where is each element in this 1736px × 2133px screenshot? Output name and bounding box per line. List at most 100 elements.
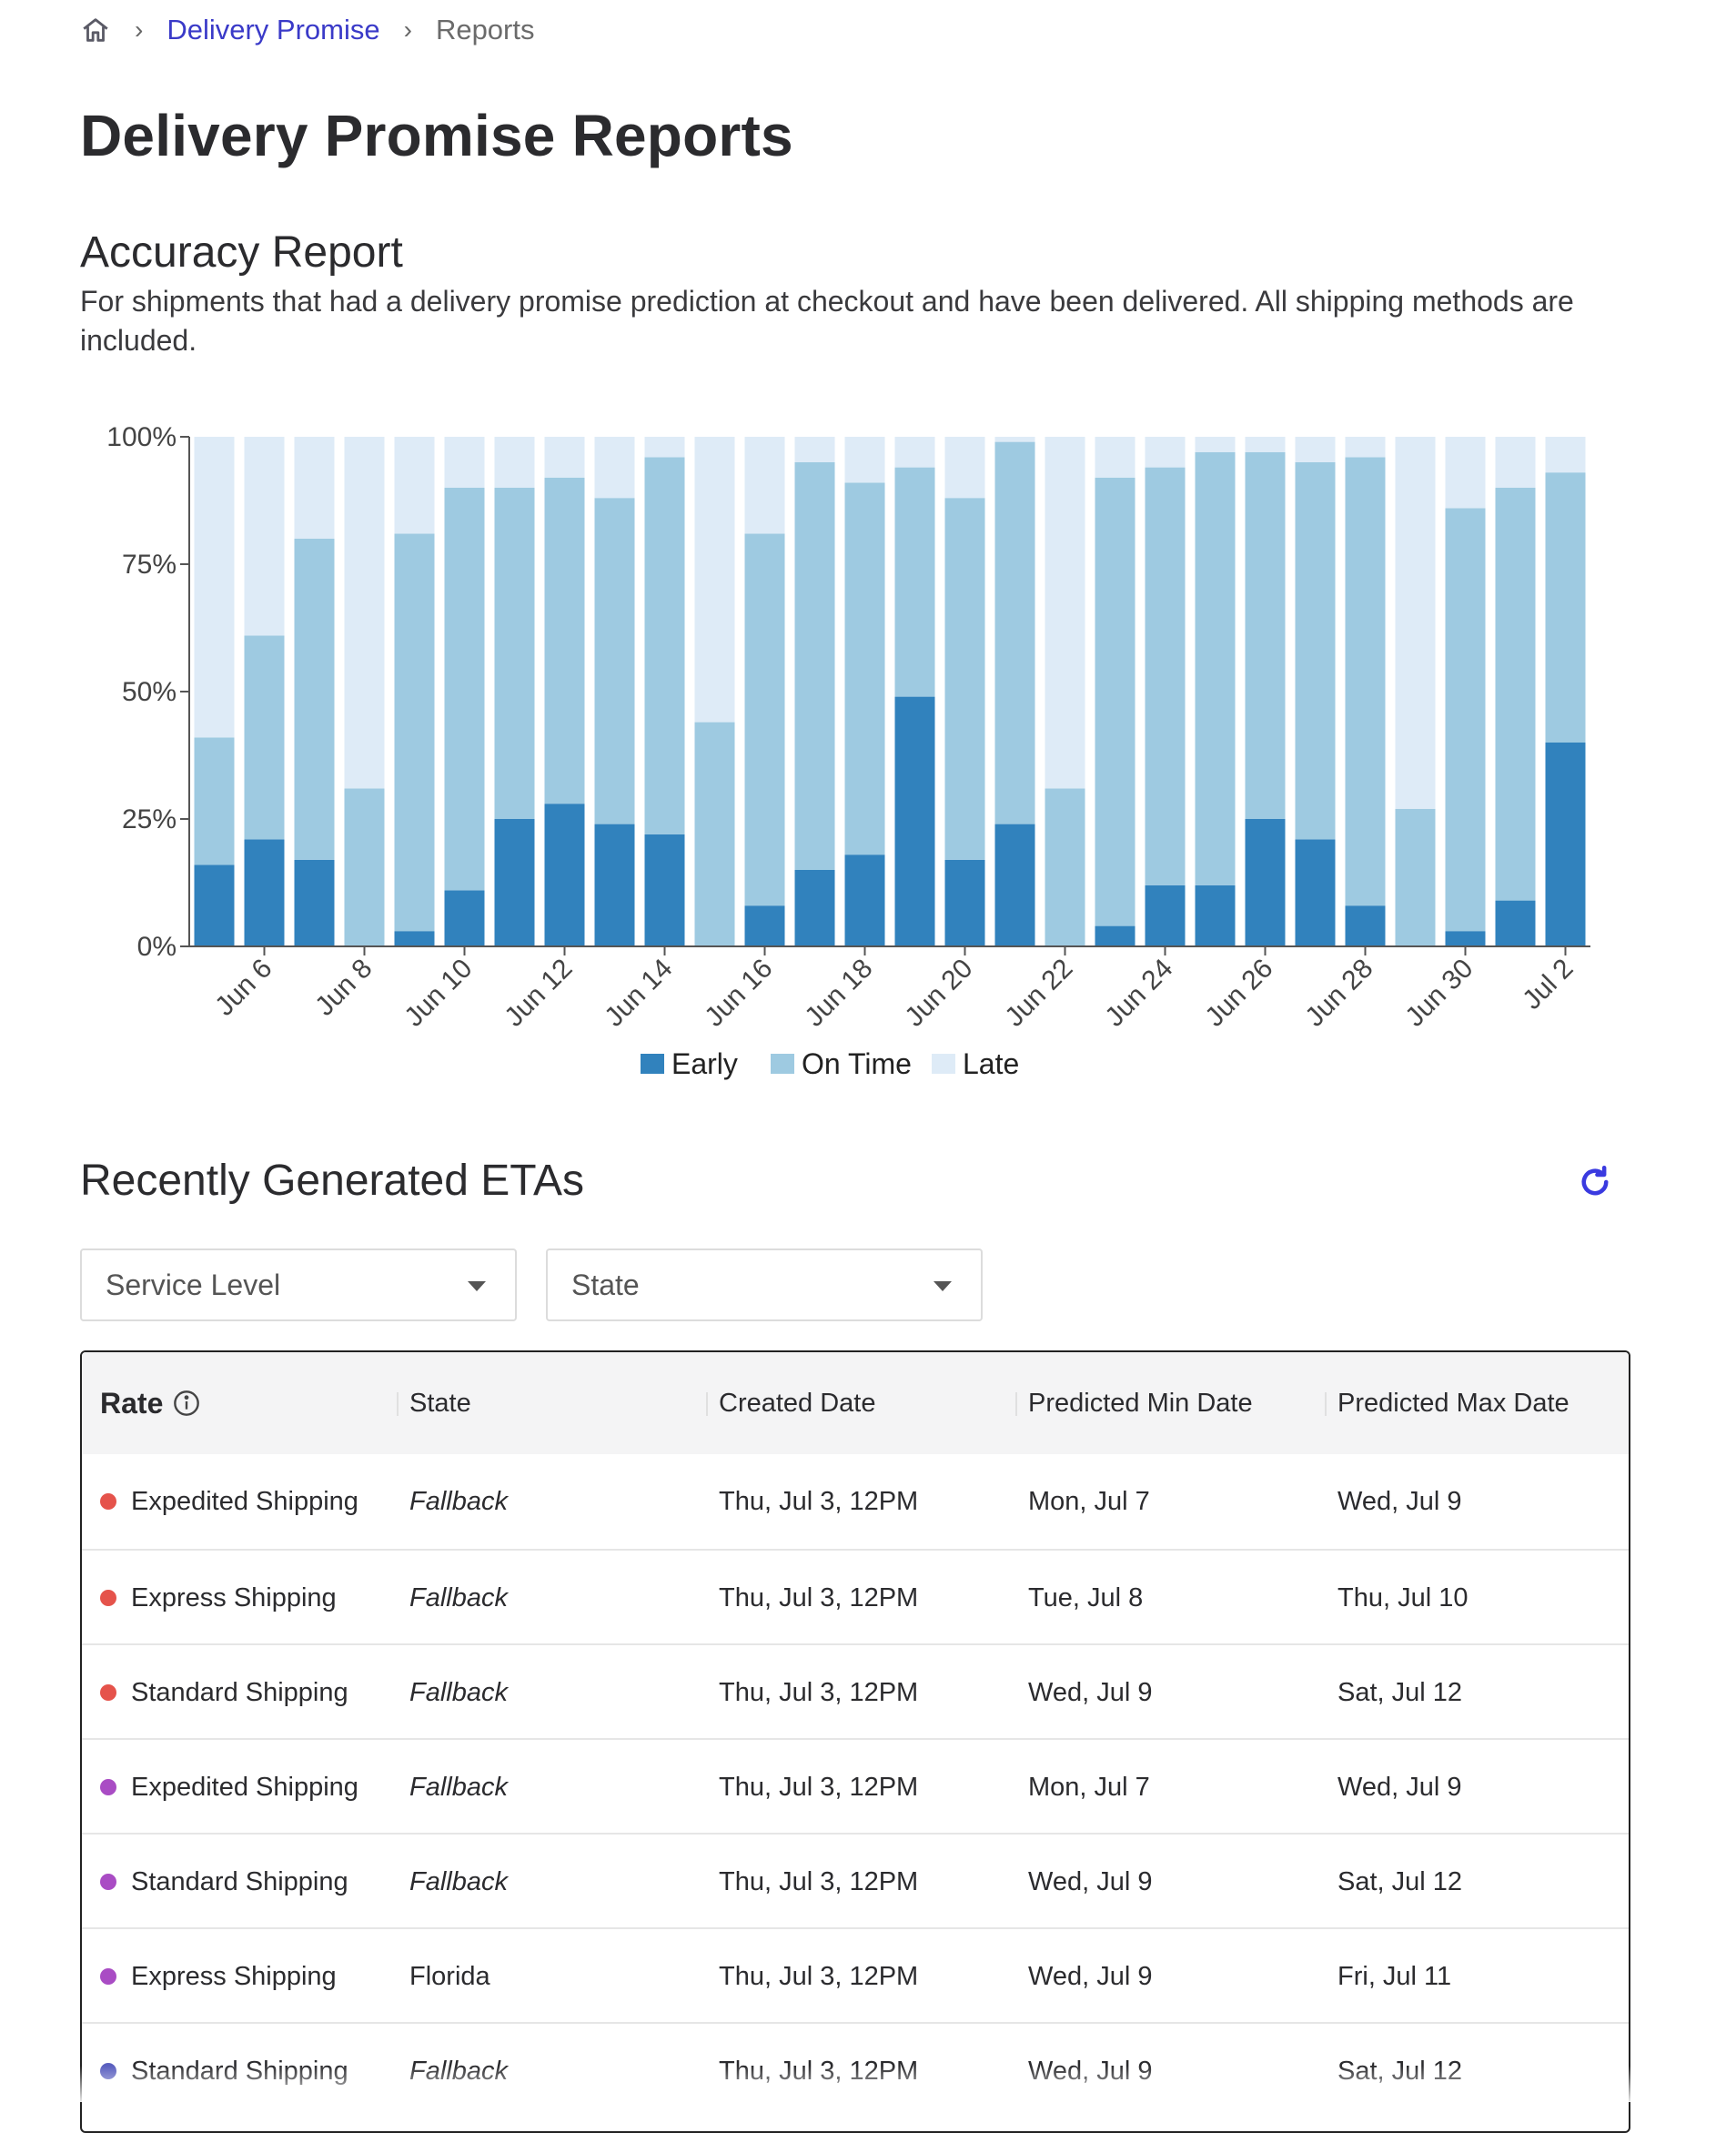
breadcrumb-link-delivery-promise[interactable]: Delivery Promise <box>167 14 380 45</box>
bar-early <box>1095 925 1135 946</box>
rate-status-dot <box>100 1779 116 1795</box>
table-row[interactable]: Express Shipping Florida Thu, Jul 3, 12PM W… <box>82 1927 1629 2022</box>
state-cell: Fallback <box>409 1582 508 1612</box>
bar-on-time <box>444 488 485 891</box>
bar-on-time <box>1195 451 1236 885</box>
info-icon[interactable] <box>172 1389 201 1418</box>
legend-label-early: Early <box>671 1047 738 1080</box>
predicted-max-date-cell: Sat, Jul 12 <box>1337 1677 1463 1707</box>
bar-late <box>894 437 935 468</box>
bar-late <box>1545 437 1586 473</box>
column-header-label: Predicted Min Date <box>1028 1388 1253 1418</box>
rate-cell: Expedited Shipping <box>100 1740 358 1835</box>
rate-name: Standard Shipping <box>131 1677 348 1707</box>
column-header-label: Created Date <box>719 1388 876 1418</box>
bar-on-time <box>1095 477 1135 926</box>
bar-on-time <box>694 722 735 946</box>
bar-early <box>594 824 635 946</box>
rate-cell: Express Shipping <box>100 1929 337 2024</box>
created-date-cell: Thu, Jul 3, 12PM <box>719 1866 919 1896</box>
y-tick-label: 75% <box>122 550 177 580</box>
bar-early <box>1545 743 1586 946</box>
bar-late <box>594 437 635 499</box>
bar-late <box>1195 437 1236 452</box>
rate-cell: Express Shipping <box>100 1551 337 1645</box>
service-level-select[interactable]: Service Level <box>80 1248 517 1321</box>
column-header-label: Rate <box>100 1386 164 1420</box>
bar-on-time <box>494 488 535 819</box>
predicted-min-date-cell: Tue, Jul 8 <box>1028 1582 1144 1612</box>
bar-early <box>294 859 335 946</box>
column-header-predicted-min-date[interactable]: Predicted Min Date <box>1015 1352 1253 1454</box>
bar-late <box>494 437 535 488</box>
breadcrumb-separator: › <box>403 15 412 44</box>
bar-late <box>1345 437 1386 458</box>
y-tick-label: 50% <box>122 677 177 707</box>
bar-late <box>294 437 335 539</box>
bar-on-time <box>1395 808 1436 946</box>
page-title: Delivery Promise Reports <box>80 103 793 168</box>
bar-late <box>644 437 685 458</box>
refresh-icon[interactable] <box>1576 1163 1614 1201</box>
bar-on-time <box>1445 508 1486 932</box>
bar-early <box>494 819 535 946</box>
bar-on-time <box>1245 451 1286 819</box>
bar-early <box>394 931 435 946</box>
scroll-fade <box>0 2066 1736 2102</box>
bar-on-time <box>894 467 935 697</box>
table-row[interactable]: Expedited Shipping Fallback Thu, Jul 3, 12… <box>82 1454 1629 1549</box>
table-row[interactable]: Standard Shipping Fallback Thu, Jul 3, 12P… <box>82 1643 1629 1738</box>
x-tick-label: Jun 24 <box>1099 954 1178 1033</box>
bar-late <box>1045 437 1085 789</box>
bar-on-time <box>1145 467 1186 885</box>
x-tick-label: Jun 8 <box>309 954 378 1022</box>
bar-early <box>244 839 285 946</box>
rate-status-dot <box>100 1493 116 1510</box>
home-icon[interactable] <box>80 15 111 45</box>
bar-late <box>194 437 235 738</box>
created-date-cell: Thu, Jul 3, 12PM <box>719 1486 919 1516</box>
predicted-max-date-cell: Wed, Jul 9 <box>1337 1486 1462 1516</box>
x-tick-label: Jul 2 <box>1517 954 1579 1016</box>
bar-early <box>194 864 235 946</box>
x-tick-label: Jun 10 <box>399 954 478 1033</box>
y-tick-label: 100% <box>106 422 177 452</box>
bar-late <box>394 437 435 534</box>
state-cell: Fallback <box>409 1772 508 1802</box>
column-header-rate[interactable]: Rate <box>100 1352 201 1454</box>
bar-late <box>794 437 835 462</box>
recent-etas-title: Recently Generated ETAs <box>80 1157 585 1205</box>
bar-early <box>894 696 935 946</box>
bar-on-time <box>794 462 835 870</box>
state-select-value: State <box>571 1268 640 1301</box>
chevron-down-icon <box>934 1281 952 1291</box>
table-row[interactable]: Standard Shipping Fallback Thu, Jul 3, 12P… <box>82 1833 1629 1927</box>
predicted-min-date-cell: Mon, Jul 7 <box>1028 1486 1150 1516</box>
x-tick-label: Jun 30 <box>1399 954 1479 1033</box>
bar-late <box>1245 437 1286 452</box>
table-row[interactable]: Express Shipping Fallback Thu, Jul 3, 12PM… <box>82 1549 1629 1643</box>
bar-on-time <box>544 477 585 804</box>
column-header-state[interactable]: State <box>397 1352 471 1454</box>
bar-late <box>1295 437 1336 462</box>
legend-swatch-early <box>641 1054 664 1074</box>
bar-early <box>844 854 885 946</box>
table-row[interactable]: Expedited Shipping Fallback Thu, Jul 3, 12… <box>82 1738 1629 1833</box>
predicted-min-date-cell: Wed, Jul 9 <box>1028 1866 1153 1896</box>
bar-late <box>1395 437 1436 809</box>
bar-early <box>1295 839 1336 946</box>
bar-early <box>794 870 835 946</box>
column-header-predicted-max-date[interactable]: Predicted Max Date <box>1325 1352 1569 1454</box>
bar-early <box>644 834 685 946</box>
bar-late <box>694 437 735 723</box>
chevron-down-icon <box>468 1281 486 1291</box>
x-tick-label: Jun 16 <box>699 954 778 1033</box>
y-tick-label: 0% <box>137 932 177 962</box>
column-header-created-date[interactable]: Created Date <box>706 1352 876 1454</box>
rate-name: Expedited Shipping <box>131 1486 358 1516</box>
bar-early <box>994 824 1035 946</box>
bar-late <box>844 437 885 483</box>
state-select[interactable]: State <box>546 1248 983 1321</box>
bar-early <box>1145 885 1186 946</box>
